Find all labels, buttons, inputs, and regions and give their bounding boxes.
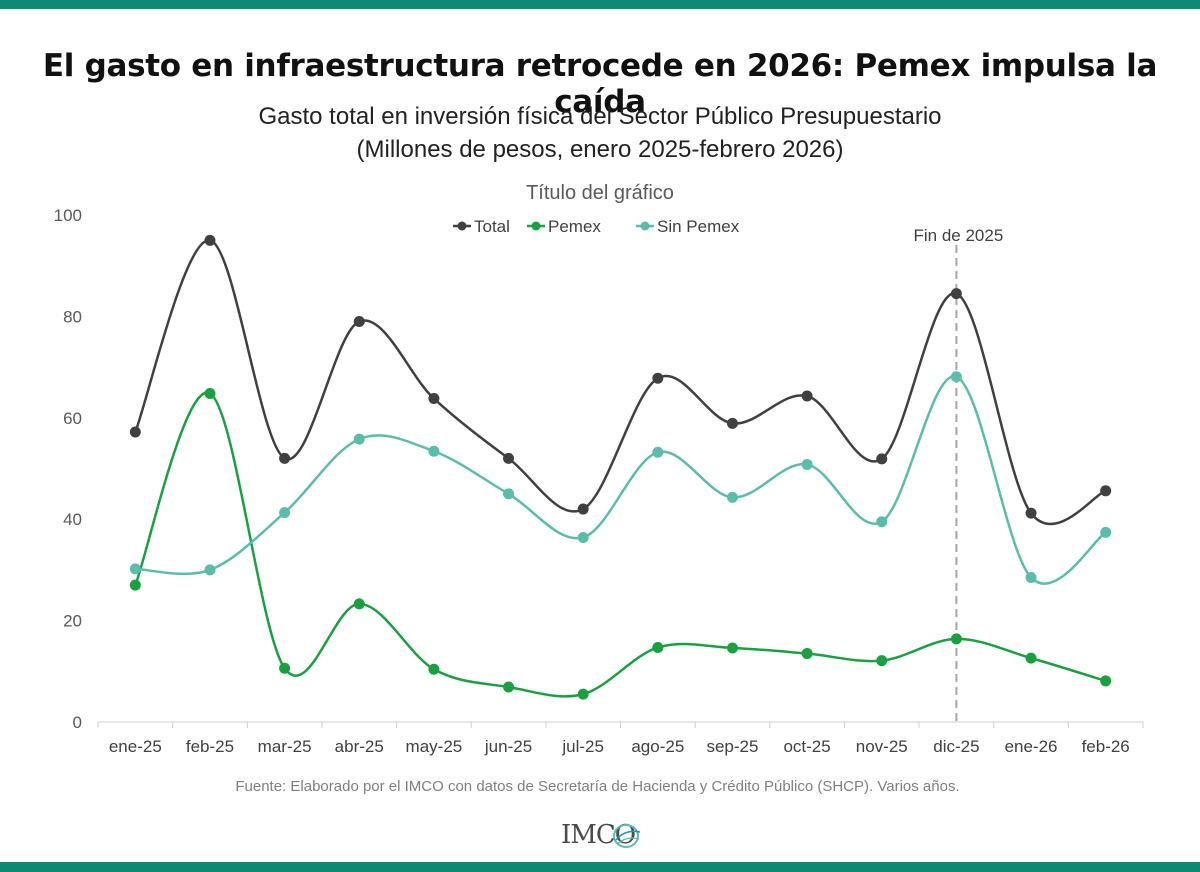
series-line-total — [134, 239, 1107, 526]
x-tick-label: sep-25 — [706, 737, 758, 756]
data-point-pemex — [950, 633, 962, 645]
x-tick-label: jul-25 — [561, 737, 604, 756]
data-point-sin-pemex — [503, 488, 515, 500]
annotation-label: Fin de 2025 — [913, 226, 1003, 245]
imco-logo: IMCO — [555, 818, 645, 852]
data-point-total — [876, 453, 888, 465]
data-point-pemex — [1025, 652, 1037, 664]
legend-label: Pemex — [548, 217, 601, 236]
data-point-total — [577, 503, 589, 515]
data-point-pemex — [428, 663, 440, 675]
legend-swatch-marker — [457, 221, 467, 231]
data-point-pemex — [279, 662, 291, 674]
data-point-sin-pemex — [801, 458, 813, 470]
data-point-pemex — [801, 648, 813, 660]
x-tick-label: oct-25 — [783, 737, 830, 756]
y-tick-label: 0 — [73, 713, 82, 732]
data-point-total — [652, 372, 664, 384]
y-tick-label: 80 — [63, 307, 82, 326]
data-point-total — [204, 234, 216, 246]
data-point-pemex — [204, 387, 216, 399]
data-point-pemex — [503, 681, 515, 693]
data-point-total — [503, 452, 515, 464]
data-point-total — [279, 452, 291, 464]
data-point-sin-pemex — [1100, 526, 1112, 538]
data-point-total — [129, 426, 141, 438]
y-tick-label: 20 — [63, 612, 82, 631]
y-tick-label: 100 — [54, 206, 82, 225]
x-tick-label: may-25 — [406, 737, 463, 756]
data-point-pemex — [577, 688, 589, 700]
x-tick-label: dic-25 — [933, 737, 979, 756]
data-point-sin-pemex — [1025, 572, 1037, 584]
source-note: Fuente: Elaborado por el IMCO con datos … — [235, 778, 960, 795]
data-point-sin-pemex — [353, 433, 365, 445]
series-line-sin-pemex — [135, 375, 1107, 585]
data-point-sin-pemex — [279, 507, 291, 519]
x-tick-label: nov-25 — [856, 737, 908, 756]
data-point-total — [726, 417, 738, 429]
top-accent-bar — [0, 0, 1200, 9]
x-tick-label: mar-25 — [258, 737, 312, 756]
x-tick-label: ago-25 — [631, 737, 684, 756]
legend-swatch-marker — [531, 221, 541, 231]
data-point-pemex — [726, 642, 738, 654]
data-point-total — [801, 390, 813, 402]
x-tick-label: ene-25 — [109, 737, 162, 756]
logo-swirl-icon — [613, 824, 641, 848]
data-point-sin-pemex — [950, 371, 962, 383]
x-tick-label: feb-25 — [186, 737, 234, 756]
x-tick-label: jun-25 — [484, 737, 532, 756]
data-point-pemex — [876, 655, 888, 667]
bottom-accent-bar — [0, 862, 1200, 872]
data-point-total — [1025, 507, 1037, 519]
subtitle-line-2: (Millones de pesos, enero 2025-febrero 2… — [356, 136, 844, 163]
data-point-sin-pemex — [876, 516, 888, 528]
subtitle-line-1: Gasto total en inversión física del Sect… — [258, 103, 942, 130]
data-point-pemex — [353, 598, 365, 610]
data-point-pemex — [129, 579, 141, 591]
data-point-total — [353, 315, 365, 327]
x-tick-label: feb-26 — [1082, 737, 1130, 756]
data-point-total — [1100, 485, 1112, 497]
legend-label: Sin Pemex — [657, 217, 740, 236]
data-point-total — [428, 393, 440, 405]
headline: El gasto en infraestructura retrocede en… — [42, 48, 1158, 120]
data-point-sin-pemex — [652, 446, 664, 458]
data-point-pemex — [1100, 675, 1112, 687]
chart-title: Título del gráfico — [526, 182, 674, 204]
series-line-pemex — [134, 391, 1107, 698]
legend-swatch-marker — [640, 221, 650, 231]
data-point-sin-pemex — [577, 531, 589, 543]
data-point-total — [950, 288, 962, 300]
data-point-sin-pemex — [428, 445, 440, 457]
data-point-pemex — [652, 641, 664, 653]
data-point-sin-pemex — [726, 491, 738, 503]
x-tick-label: abr-25 — [335, 737, 384, 756]
y-tick-label: 60 — [63, 409, 82, 428]
data-point-sin-pemex — [204, 564, 216, 576]
data-point-sin-pemex — [129, 563, 141, 575]
x-tick-label: ene-26 — [1005, 737, 1058, 756]
y-tick-label: 40 — [63, 510, 82, 529]
legend-label: Total — [474, 217, 510, 236]
